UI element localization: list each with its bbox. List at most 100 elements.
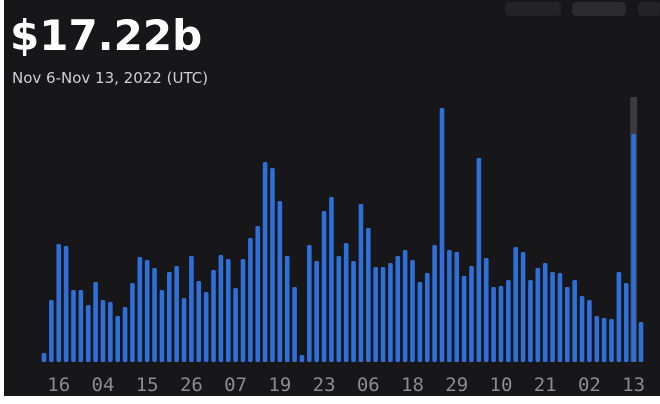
bar (380, 267, 386, 362)
bar (292, 287, 297, 362)
bar (122, 307, 128, 362)
bar (579, 296, 585, 362)
x-tick-label: 15 (136, 374, 159, 396)
bar (152, 268, 157, 362)
bar (616, 272, 622, 362)
bar (314, 261, 320, 362)
bar (203, 292, 209, 362)
bar (447, 250, 452, 362)
bar (358, 204, 364, 362)
bar (388, 263, 393, 362)
x-tick-label: 23 (313, 374, 336, 396)
chart-subtitle: Nov 6-Nov 13, 2022 (UTC) (12, 69, 208, 87)
bar (255, 226, 261, 362)
bar (498, 286, 504, 362)
bar (520, 252, 526, 362)
bar (557, 273, 563, 362)
x-tick-label: 29 (445, 374, 468, 396)
bar (248, 238, 253, 362)
bar (299, 355, 305, 362)
bar (432, 245, 437, 362)
bar (506, 280, 511, 362)
x-tick-label: 16 (47, 374, 70, 396)
bar (56, 244, 62, 362)
bar (85, 305, 91, 362)
x-tick-label: 02 (578, 374, 601, 396)
x-tick-label: 19 (268, 374, 291, 396)
bar (564, 287, 570, 362)
bar (93, 282, 98, 362)
bar (365, 228, 371, 362)
bar (623, 283, 629, 362)
bar (491, 287, 496, 362)
bar (159, 290, 165, 362)
bar (550, 272, 555, 362)
bar (137, 257, 143, 362)
bar (638, 322, 644, 362)
bar (609, 319, 614, 362)
bar (336, 256, 342, 362)
bar (476, 158, 482, 362)
bar (108, 302, 113, 362)
bar (469, 266, 474, 362)
bar (454, 252, 460, 362)
bar (270, 168, 275, 362)
bar (395, 256, 401, 362)
bar (115, 316, 121, 362)
bar (233, 288, 238, 362)
bar (343, 243, 349, 362)
bar (329, 197, 334, 362)
bar (262, 162, 268, 362)
bar (240, 259, 246, 362)
bar (594, 316, 600, 362)
bar (225, 259, 231, 362)
x-tick-label: 26 (180, 374, 203, 396)
bar (424, 273, 430, 362)
bar (144, 260, 150, 362)
bar (461, 276, 467, 362)
bar (174, 266, 179, 362)
x-tick-label: 04 (92, 374, 115, 396)
bar (373, 267, 378, 362)
bar (63, 246, 69, 362)
bar (284, 256, 290, 362)
range-button[interactable] (638, 2, 660, 16)
x-tick-label: 10 (490, 374, 513, 396)
bar (513, 247, 519, 362)
bar (439, 108, 445, 362)
bar (166, 272, 172, 362)
bar (587, 300, 592, 362)
x-tick-label: 13 (622, 374, 645, 396)
x-tick-label: 21 (534, 374, 557, 396)
bar (211, 270, 216, 362)
bar (218, 255, 224, 362)
bar (528, 280, 533, 362)
bar (41, 353, 47, 362)
bar (535, 268, 541, 362)
bar (49, 300, 54, 362)
bar (277, 201, 283, 362)
bar (307, 245, 312, 362)
bar (417, 282, 423, 362)
bar (321, 211, 327, 362)
bar (601, 318, 607, 362)
bar (189, 256, 194, 362)
x-tick-label: 18 (401, 374, 424, 396)
bar (410, 260, 415, 362)
chart-title: $17.22b (10, 11, 202, 60)
bar (181, 298, 187, 362)
bar (572, 280, 577, 362)
range-button[interactable] (505, 2, 561, 16)
bar (402, 250, 408, 362)
bar (351, 261, 356, 362)
bar (78, 290, 84, 362)
bar (483, 258, 489, 362)
bar (631, 134, 636, 362)
x-tick-label: 06 (357, 374, 380, 396)
range-button[interactable] (572, 2, 626, 16)
bar (196, 281, 202, 362)
x-tick-label: 07 (224, 374, 247, 396)
bar (71, 290, 76, 362)
bar (100, 300, 106, 362)
